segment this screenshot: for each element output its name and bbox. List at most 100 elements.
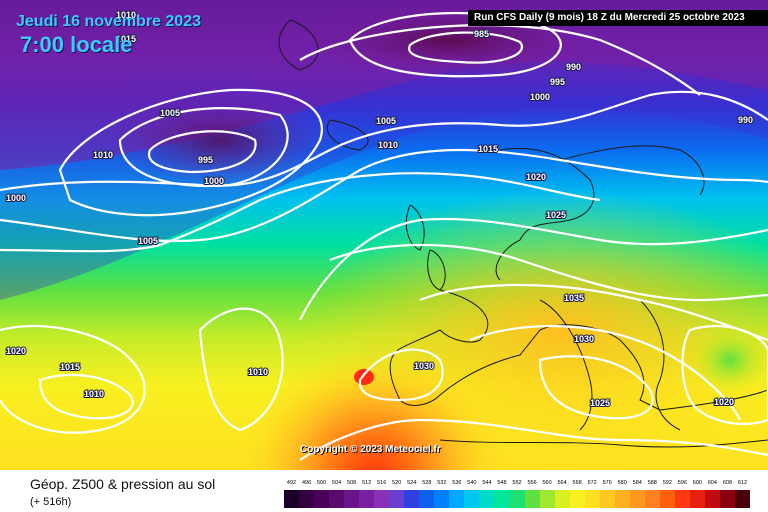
isobar-label: 1010 — [248, 367, 268, 377]
scale-swatch — [509, 490, 525, 508]
scale-value: 612 — [737, 480, 748, 486]
scale-value: 536 — [452, 480, 462, 486]
scale-swatch — [539, 490, 556, 508]
isobar-lines — [0, 11, 768, 461]
scale-value: 496 — [301, 480, 312, 486]
scale-value: 552 — [512, 480, 522, 486]
scale-value: 596 — [677, 480, 687, 486]
isobar-label: 1030 — [574, 334, 594, 344]
geopotential-map: 1010 1015 985 990 995 1000 990 1005 1010… — [0, 0, 768, 470]
isobar-label: 1000 — [204, 176, 224, 186]
scale-value: 568 — [572, 480, 582, 486]
scale-swatch — [674, 490, 691, 508]
isobar-label: 995 — [198, 155, 213, 165]
scale-value: 588 — [647, 480, 657, 486]
forecast-date: Jeudi 16 novembre 2023 — [16, 13, 201, 30]
isobar-label: 1015 — [116, 34, 136, 44]
scale-value: 516 — [377, 480, 387, 486]
scale-value: 560 — [542, 480, 552, 486]
isobar-label: 995 — [550, 77, 565, 87]
scale-value: 492 — [286, 480, 297, 486]
scale-swatch — [569, 490, 586, 508]
isobar-label: 1015 — [478, 144, 498, 154]
isobar-label: 1010 — [84, 389, 104, 399]
scale-swatch — [419, 490, 435, 508]
scale-value: 544 — [482, 480, 492, 486]
scale-value: 540 — [467, 480, 477, 486]
scale-value: 524 — [407, 480, 417, 486]
scale-swatch — [659, 490, 676, 508]
scale-swatch — [614, 490, 631, 508]
scale-swatch — [464, 490, 480, 508]
scale-swatch — [344, 490, 360, 508]
scale-swatch — [449, 490, 465, 508]
scale-swatch — [299, 490, 315, 508]
isobar-label: 1020 — [6, 346, 26, 356]
scale-value: 528 — [422, 480, 432, 486]
scale-value: 572 — [587, 480, 597, 486]
scale-value: 608 — [722, 480, 733, 486]
scale-swatch — [479, 490, 495, 508]
legend-title: Géop. Z500 & pression au sol — [30, 476, 216, 492]
scale-value: 580 — [617, 480, 627, 486]
scale-value: 576 — [602, 480, 612, 486]
scale-swatch — [284, 490, 300, 508]
scale-swatch — [404, 490, 420, 508]
legend-subtitle: (+ 516h) — [30, 496, 72, 508]
scale-value: 504 — [332, 480, 342, 486]
legend-bar: Géop. Z500 & pression au sol (+ 516h) 49… — [0, 470, 768, 512]
scale-swatch — [359, 490, 375, 508]
isobar-labels: 1010 1015 985 990 995 1000 990 1005 1010… — [5, 9, 754, 409]
isobar-label: 1025 — [590, 398, 610, 408]
scale-value: 584 — [632, 480, 642, 486]
isobar-label: 1020 — [526, 172, 546, 182]
scale-swatch — [494, 490, 510, 508]
scale-swatch — [689, 490, 706, 508]
isobar-label: 1000 — [6, 193, 26, 203]
isobar-label: 1015 — [60, 362, 80, 372]
isobar-label: 990 — [738, 115, 753, 125]
scale-swatch — [584, 490, 601, 508]
scale-value: 508 — [347, 480, 357, 486]
scale-value: 600 — [692, 480, 702, 486]
color-scale: 492 496 500 504 508 512 516 520 524 528 532 536 540 5… — [284, 478, 751, 508]
isobar-label: 1010 — [93, 150, 113, 160]
scale-swatch — [644, 490, 661, 508]
isobar-label: 1005 — [376, 116, 396, 126]
scale-swatch — [554, 490, 571, 508]
scale-value: 564 — [557, 480, 567, 486]
scale-value: 520 — [392, 480, 402, 486]
copyright-notice: Copyright © 2023 Meteociel.fr — [300, 444, 441, 455]
isobar-label: 1005 — [138, 236, 158, 246]
scale-swatch — [314, 490, 330, 508]
forecast-time: 7:00 locale — [20, 32, 133, 57]
scale-value: 592 — [662, 480, 672, 486]
scale-value: 500 — [316, 480, 327, 486]
scale-swatch — [704, 490, 721, 508]
isobar-label: 1000 — [530, 92, 550, 102]
green-pocket-east — [690, 325, 768, 395]
scale-swatch — [329, 490, 345, 508]
isobar-label: 985 — [474, 29, 489, 39]
isobar-label: 1030 — [414, 361, 434, 371]
scale-value: 512 — [362, 480, 372, 486]
scale-value: 532 — [437, 480, 447, 486]
isobar-label: 1010 — [378, 140, 398, 150]
isobar-label: 1035 — [564, 293, 584, 303]
scale-swatch — [629, 490, 646, 508]
scale-value: 604 — [707, 480, 717, 486]
scale-swatch — [374, 490, 390, 508]
scale-swatch — [524, 490, 541, 508]
scale-swatch — [719, 490, 736, 508]
isobar-label: 1005 — [160, 108, 180, 118]
scale-swatch — [434, 490, 450, 508]
scale-swatch — [599, 490, 616, 508]
isobar-label: 1010 — [116, 10, 136, 20]
run-info: Run CFS Daily (9 mois) 18 Z du Mercredi … — [468, 10, 768, 26]
scale-value: 548 — [497, 480, 507, 486]
isobar-label: 1025 — [546, 210, 566, 220]
scale-value: 556 — [527, 480, 537, 486]
isobar-label: 990 — [566, 62, 581, 72]
isobar-label: 1020 — [714, 397, 734, 407]
